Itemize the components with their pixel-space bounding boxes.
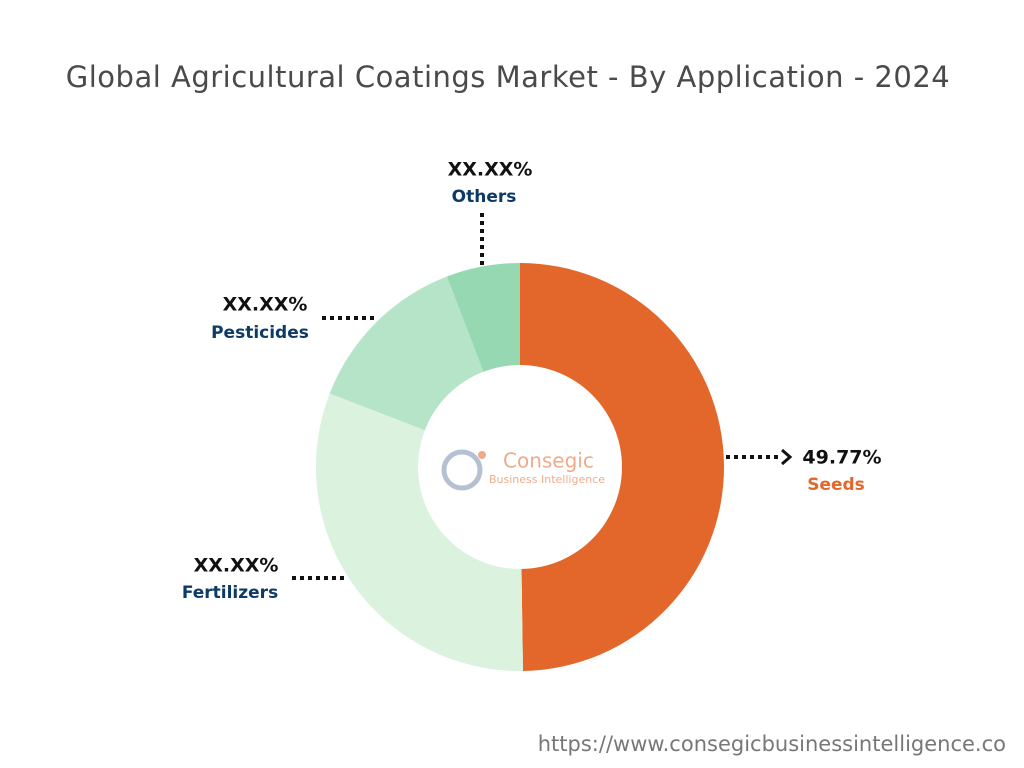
category-label: Pesticides <box>211 323 309 343</box>
watermark: Consegic Business Intelligence <box>441 449 605 491</box>
value-label: XX.XX% <box>223 294 308 316</box>
value-label: XX.XX% <box>194 555 279 577</box>
slice <box>329 276 484 431</box>
chart-title: Global Agricultural Coatings Market - By… <box>66 60 950 94</box>
slice <box>316 393 523 671</box>
slice <box>520 263 725 671</box>
watermark-name: Consegic <box>503 449 594 473</box>
watermark-sub: Business Intelligence <box>489 473 605 486</box>
category-label: Fertilizers <box>182 583 278 603</box>
category-label: Seeds <box>807 475 865 495</box>
logo-dot <box>478 451 486 459</box>
slice <box>446 263 520 372</box>
value-label: 49.77% <box>802 447 881 469</box>
labels: 49.77% Seeds XX.XX% Fertilizers XX.XX% Pestic… <box>182 159 882 604</box>
leader-arrow <box>781 448 793 466</box>
value-label: XX.XX% <box>448 159 533 181</box>
donut <box>316 263 725 671</box>
logo <box>441 449 483 491</box>
category-label: Others <box>452 187 517 207</box>
source-url: https://www.consegicbusinessintelligence… <box>538 732 1006 756</box>
